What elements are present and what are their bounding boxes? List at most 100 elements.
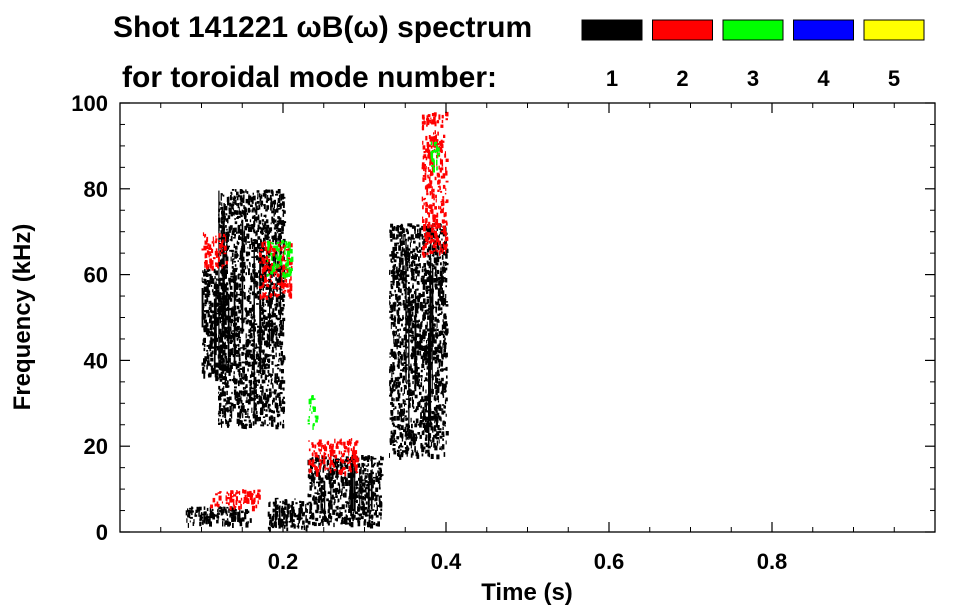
spectrum-pixel [436, 280, 438, 283]
spectrum-pixel [424, 279, 427, 285]
spectrum-pixel [220, 230, 223, 234]
spectrum-pixel [441, 219, 445, 224]
spectrum-pixel [419, 336, 422, 339]
spectrum-pixel [248, 261, 250, 265]
spectrum-pixel [213, 281, 215, 285]
spectrum-pixel [360, 506, 364, 511]
spectrum-pixel [399, 444, 401, 447]
spectrum-pixel [440, 275, 444, 281]
spectrum-pixel [321, 444, 325, 447]
spectrum-pixel [225, 260, 228, 265]
spectrum-pixel [321, 455, 324, 459]
spectrum-pixel [223, 349, 226, 354]
spectrum-pixel [422, 294, 425, 297]
spectrum-pixel [436, 274, 438, 280]
spectrum-pixel [213, 322, 215, 325]
spectrum-pixel [432, 233, 435, 237]
spectrum-streak [414, 323, 417, 392]
spectrum-pixel [350, 522, 354, 528]
spectrum-pixel [218, 367, 222, 370]
spectrum-pixel [235, 366, 238, 370]
spectrum-pixel [252, 207, 256, 211]
spectrum-pixel [416, 323, 420, 328]
spectrum-pixel [419, 434, 422, 439]
spectrum-pixel [400, 451, 404, 456]
spectrum-pixel [415, 408, 418, 412]
spectrum-pixel [230, 191, 233, 194]
spectrum-pixel [231, 413, 233, 419]
spectrum-pixel [443, 134, 446, 138]
spectrum-pixel [357, 503, 361, 506]
chart-title-line1: Shot 141221 ωB(ω) spectrum [113, 11, 532, 44]
spectrum-pixel [321, 509, 324, 511]
spectrum-pixel [263, 204, 266, 210]
spectrum-pixel [247, 368, 249, 372]
spectrum-pixel [412, 336, 416, 341]
spectrum-pixel [190, 511, 192, 513]
spectrum-pixel [251, 196, 254, 201]
spectrum-pixel [240, 229, 242, 234]
spectrum-pixel [202, 366, 205, 372]
spectrum-pixel [364, 475, 368, 479]
spectrum-pixel [320, 493, 324, 497]
spectrum-pixel [394, 246, 397, 251]
spectrum-pixel [226, 400, 229, 405]
spectrum-pixel [433, 356, 437, 360]
spectrum-pixel [397, 227, 399, 232]
spectrum-pixel [395, 269, 398, 274]
spectrum-pixel [435, 410, 438, 413]
spectrum-pixel [377, 470, 379, 474]
spectrum-pixel [268, 416, 272, 421]
spectrum-pixel [341, 490, 343, 496]
spectrum-pixel [422, 124, 425, 131]
spectrum-pixel [327, 459, 330, 466]
spectrum-pixel [222, 364, 226, 367]
spectrum-pixel [219, 374, 223, 379]
spectrum-pixel [284, 506, 287, 510]
spectrum-pixel [209, 263, 213, 269]
spectrum-pixel [410, 363, 412, 366]
spectrum-pixel [201, 248, 204, 251]
spectrum-pixel [224, 379, 227, 381]
spectrum-pixel [394, 354, 397, 360]
spectrum-pixel [261, 373, 263, 379]
spectrum-pixel [278, 237, 280, 241]
spectrum-pixel [218, 281, 221, 286]
spectrum-pixel [391, 372, 393, 377]
spectrum-pixel [221, 258, 223, 261]
spectrum-pixel [437, 367, 439, 370]
spectrum-pixel [217, 365, 220, 368]
spectrum-pixel [258, 341, 260, 345]
spectrum-pixel [439, 283, 442, 289]
spectrum-pixel [366, 493, 368, 499]
spectrum-pixel [434, 283, 438, 288]
spectrum-pixel [390, 223, 394, 228]
spectrum-pixel [256, 243, 260, 248]
spectrum-pixel [243, 232, 245, 237]
spectrum-pixel [277, 367, 280, 370]
spectrum-pixel [243, 263, 245, 269]
spectrum-pixel [258, 220, 262, 225]
spectrum-pixel [445, 294, 447, 298]
spectrum-pixel [219, 359, 222, 363]
spectrum-pixel [433, 240, 436, 245]
spectrum-pixel [231, 266, 234, 269]
spectrum-pixel [344, 463, 346, 467]
spectrum-pixel [207, 314, 211, 318]
spectrum-pixel [265, 189, 268, 192]
spectrum-pixel [308, 511, 312, 514]
spectrum-pixel [289, 243, 293, 248]
spectrum-pixel [433, 249, 435, 252]
spectrum-pixel [276, 278, 280, 283]
spectrum-pixel [415, 234, 418, 239]
spectrum-pixel [440, 202, 444, 207]
spectrum-pixel [424, 236, 427, 242]
spectrum-pixel [318, 472, 321, 478]
spectrum-pixel [421, 234, 423, 240]
spectrum-streak [428, 332, 430, 449]
spectrum-pixel [266, 354, 270, 358]
spectrum-pixel [342, 472, 345, 475]
spectrum-pixel [269, 408, 271, 410]
spectrum-pixel [316, 442, 318, 445]
spectrum-pixel [250, 237, 253, 243]
